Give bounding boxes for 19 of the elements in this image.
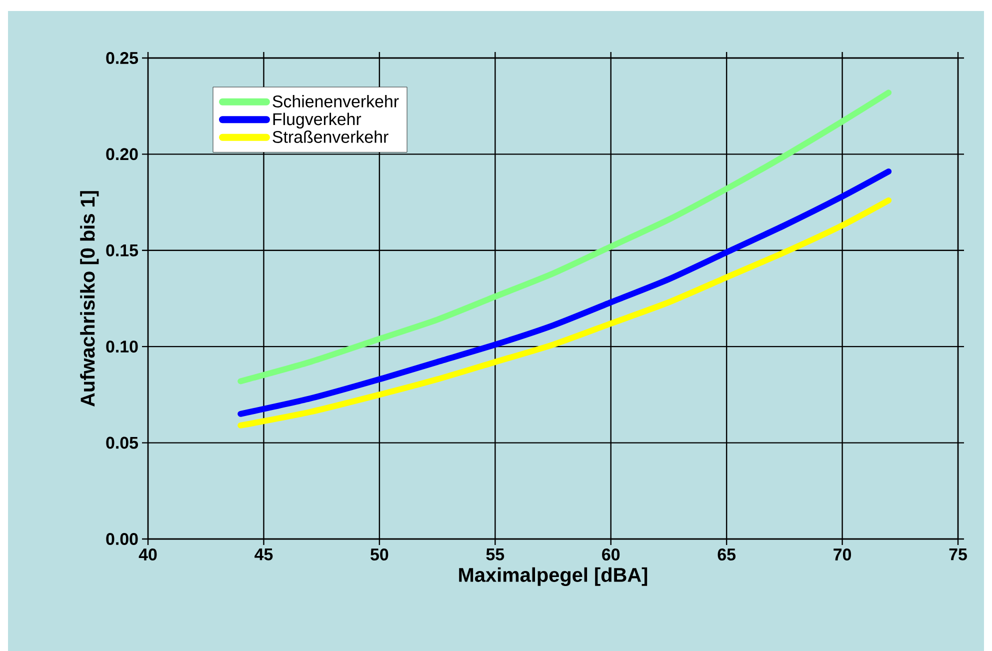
x-tick-label: 40 — [138, 548, 157, 561]
y-tick-label: 0.25 — [106, 52, 138, 64]
legend-label: Schienenverkehr — [272, 95, 399, 108]
x-axis-title: Maximalpegel [dBA] — [459, 567, 648, 586]
x-tick-label: 55 — [486, 548, 504, 560]
legend-label: Flugverkehr — [273, 112, 362, 129]
y-tick-label: 0.10 — [106, 340, 138, 353]
y-tick-label: 0.15 — [106, 244, 138, 256]
y-tick-label: 0.20 — [106, 148, 138, 160]
x-tick-label: 50 — [370, 548, 388, 561]
x-tick-label: 45 — [254, 548, 273, 560]
x-tick-label: 65 — [718, 548, 736, 561]
legend-label: Straßenverkehr — [272, 130, 388, 143]
x-tick-label: 60 — [602, 548, 620, 561]
x-tick-label: 75 — [949, 548, 967, 560]
y-axis-title: Aufwachrisiko [0 bis 1] — [80, 191, 99, 406]
x-tick-label: 70 — [834, 548, 852, 561]
y-tick-label: 0.00 — [106, 532, 138, 545]
y-tick-label: 0.05 — [106, 436, 138, 449]
